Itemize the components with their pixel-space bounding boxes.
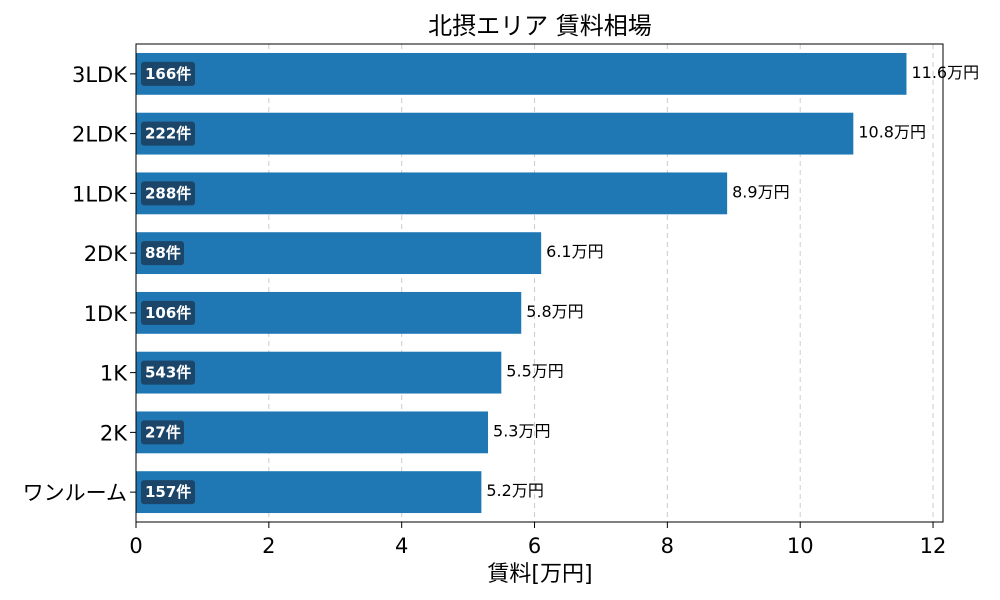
y-tick-label: 3LDK	[72, 63, 128, 87]
count-badge	[141, 300, 195, 325]
x-tick-label: 10	[787, 534, 814, 558]
value-label: 6.1万円	[546, 242, 603, 261]
plot-frame	[135, 43, 944, 523]
count-label: 288件	[145, 184, 191, 202]
value-label: 5.2万円	[486, 481, 543, 500]
count-label: 88件	[145, 244, 181, 262]
y-tick-label: 1DK	[84, 302, 129, 326]
x-axis-label: 賃料[万円]	[487, 562, 592, 587]
bar-2LDK	[136, 112, 854, 155]
bar-1LDK	[136, 172, 728, 215]
value-label: 5.3万円	[493, 421, 550, 440]
x-axis-ticks: 0 2 4 6 8 10 12	[129, 522, 946, 558]
count-badge	[141, 480, 195, 505]
bar-1DK	[136, 291, 522, 334]
y-tick-label: 2LDK	[72, 123, 128, 147]
value-label: 5.5万円	[506, 362, 563, 381]
x-tick-label: 2	[262, 534, 275, 558]
value-label: 11.6万円	[911, 63, 979, 82]
bar-3LDK	[136, 52, 907, 95]
y-tick-label: ワンルーム	[23, 481, 127, 505]
bar-2DK	[136, 232, 542, 275]
count-label: 166件	[145, 65, 191, 83]
count-label: 222件	[145, 125, 191, 143]
count-badge	[141, 61, 195, 86]
value-label: 10.8万円	[858, 123, 926, 142]
x-tick-label: 8	[661, 534, 674, 558]
count-label: 106件	[145, 304, 191, 322]
y-tick-label: 1K	[100, 362, 128, 386]
x-tick-label: 0	[129, 534, 142, 558]
y-tick-label: 1LDK	[72, 182, 128, 206]
count-badge	[141, 241, 184, 266]
chart-title: 北摂エリア 賃料相場	[428, 12, 652, 40]
y-axis-ticks: 3LDK 2LDK 1LDK 2DK 1DK 1K 2K ワンルーム	[23, 63, 136, 505]
count-label: 543件	[145, 364, 191, 382]
value-label: 8.9万円	[732, 182, 789, 201]
count-badge	[141, 360, 195, 385]
count-badge	[141, 121, 195, 146]
count-label: 157件	[145, 483, 191, 501]
bars-group: 11.6万円 166件 10.8万円 222件 8.9万円 288件 6.1万円 88件 5.8…	[136, 52, 979, 514]
y-tick-label: 2K	[100, 421, 128, 445]
x-tick-label: 12	[920, 534, 947, 558]
y-tick-label: 2DK	[84, 242, 129, 266]
bar-1K	[136, 351, 502, 394]
x-tick-label: 6	[528, 534, 541, 558]
value-label: 5.8万円	[526, 302, 583, 321]
count-badge	[141, 420, 184, 445]
x-tick-label: 4	[395, 534, 408, 558]
count-label: 27件	[145, 423, 181, 441]
count-badge	[141, 181, 195, 206]
bar-2K	[136, 411, 489, 454]
